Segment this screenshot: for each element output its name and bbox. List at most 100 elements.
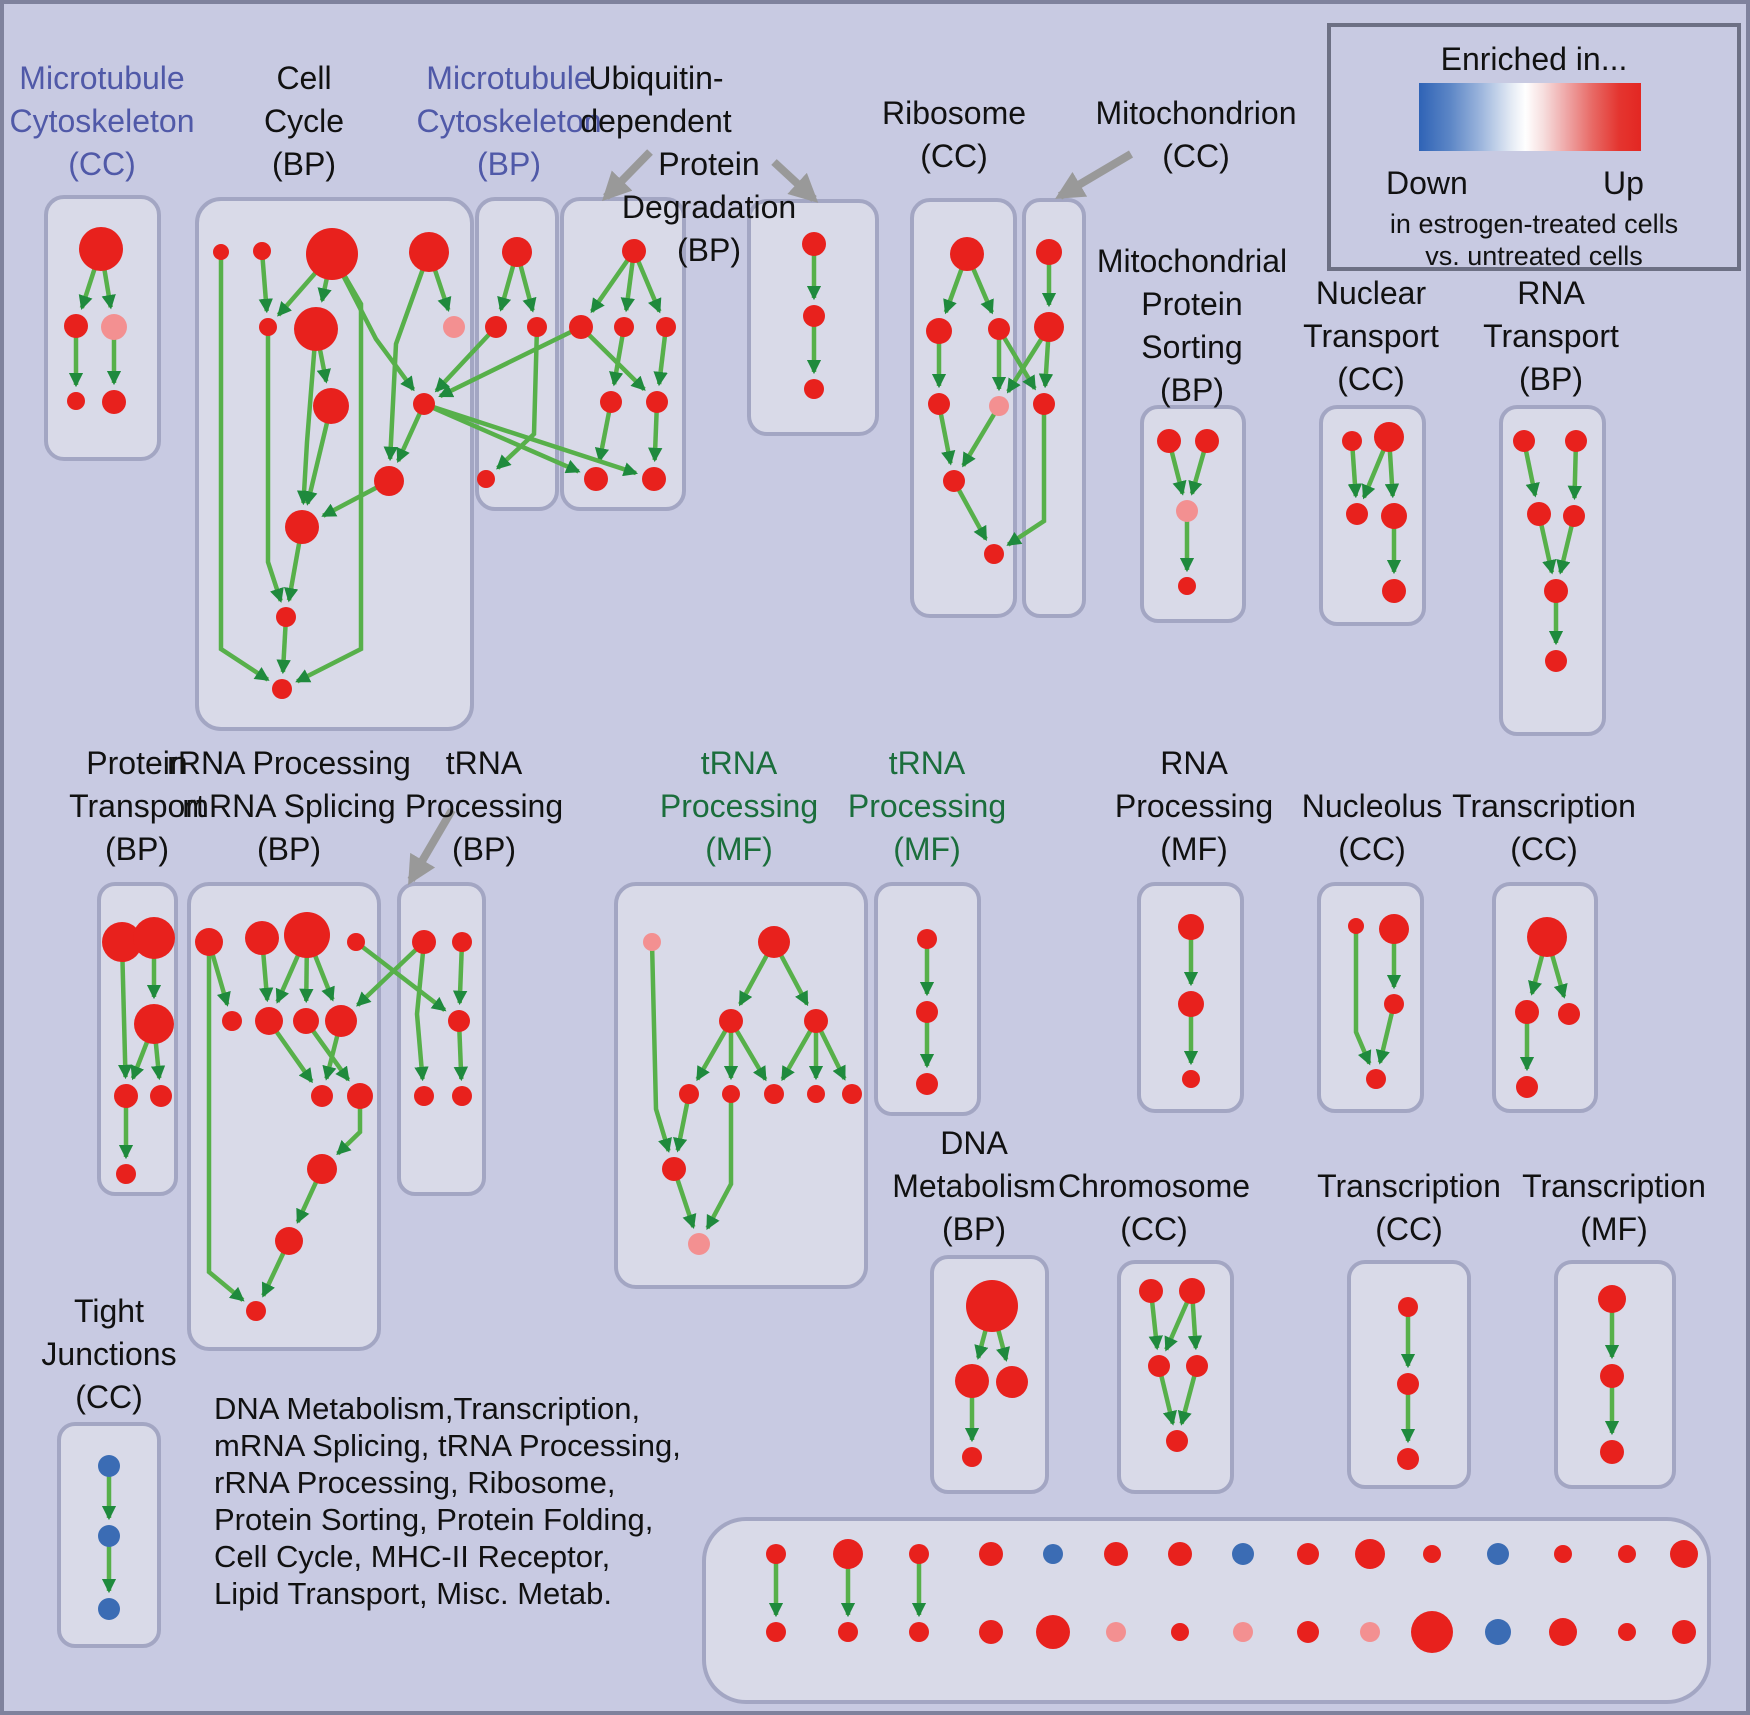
- label-mitochondrial-protein-sorting-bp-line4: (BP): [1160, 372, 1224, 408]
- go-term-node-ms2-red: [1195, 429, 1219, 453]
- go-term-node-nt1-red: [1342, 431, 1362, 451]
- go-term-node-rt6-red: [1545, 650, 1567, 672]
- label-trna-processing-bp-line2: Processing: [405, 788, 563, 824]
- go-term-node-rp1-red: [1178, 914, 1204, 940]
- edge-rb5-rb6: [961, 404, 1001, 468]
- go-term-node-cc9-red: [374, 466, 404, 496]
- label-nuclear-transport-cc-line3: (CC): [1337, 361, 1405, 397]
- edge-cc2-cc5: [258, 250, 273, 314]
- edge-nu1-nu4: [1353, 926, 1372, 1066]
- label-tight-junctions-cc-line2: Junctions: [41, 1336, 176, 1372]
- label-rna-transport-bp-line1: RNA: [1517, 275, 1585, 311]
- label-microtubule-cytoskeleton-bp-line1: Microtubule: [426, 60, 591, 96]
- edge-rb6-rb7: [952, 479, 988, 541]
- go-term-node-cc10-red: [285, 510, 319, 544]
- label-cell-cycle-bp-line1: Cell: [276, 60, 331, 96]
- go-term-node-rt4-red: [1563, 505, 1585, 527]
- go-term-node-dm3-red: [996, 1366, 1028, 1398]
- go-term-node-ch2-red: [1179, 1278, 1205, 1304]
- go-term-node-r10-red: [347, 1083, 373, 1109]
- edge-cc8-gb8: [423, 401, 638, 477]
- go-term-node-nu2-red: [1379, 914, 1409, 944]
- go-term-node-q2-red: [833, 1539, 863, 1569]
- go-term-node-a2-red: [64, 314, 88, 338]
- edge-ga3-ga5: [496, 326, 540, 470]
- go-term-node-ch4-red: [1186, 1355, 1208, 1377]
- go-term-node-ch3-red: [1148, 1355, 1170, 1377]
- go-term-node-gb4-red: [656, 317, 676, 337]
- go-term-node-ccp-pink: [443, 316, 465, 338]
- go-term-node-nt2-red: [1374, 422, 1404, 452]
- go-term-node-q8-blue: [1232, 1543, 1254, 1565]
- edge-cc8-gb7: [423, 401, 581, 474]
- label-protein-transport-bp-line3: (BP): [105, 831, 169, 867]
- label-misc-note-line1: DNA Metabolism,Transcription,: [214, 1391, 640, 1426]
- label-mitochondrial-protein-sorting-bp-line2: Protein: [1141, 286, 1242, 322]
- go-term-node-ga3-red: [527, 317, 547, 337]
- go-term-node-ch1-red: [1139, 1279, 1163, 1303]
- go-term-node-bl1-red: [414, 1086, 434, 1106]
- label-ubiquitin-degradation-bp-line5: (BP): [677, 232, 741, 268]
- go-term-node-w11-red: [1411, 1611, 1453, 1653]
- go-term-node-r12-red: [275, 1227, 303, 1255]
- edge-bt2-bm1: [452, 941, 468, 1006]
- go-term-node-tc4-red: [1516, 1076, 1538, 1098]
- go-term-node-a1-red: [79, 227, 123, 271]
- go-term-node-t2b-red: [1397, 1373, 1419, 1395]
- go-term-node-rb6-red: [943, 470, 965, 492]
- go-term-node-cc11-red: [276, 607, 296, 627]
- go-term-node-rt3-red: [1527, 502, 1551, 526]
- go-term-node-pt4-red: [114, 1084, 138, 1108]
- go-term-node-q11-red: [1423, 1545, 1441, 1563]
- edge-bt1-bl1: [414, 941, 429, 1082]
- go-term-node-rp2-red: [1178, 991, 1204, 1017]
- edge-tr2-tm5: [705, 1094, 734, 1231]
- go-term-node-cc6-red: [294, 307, 338, 351]
- label-trna-processing-mf-2-line1: tRNA: [889, 745, 966, 781]
- go-term-node-q13-red: [1554, 1545, 1572, 1563]
- go-term-node-tm1-red: [758, 926, 790, 958]
- label-microtubule-cytoskeleton-bp-line2: Cytoskeleton: [417, 103, 602, 139]
- go-term-node-gb5-red: [600, 391, 622, 413]
- label-protein-transport-bp-line1: Protein: [86, 745, 187, 781]
- cluster-nuclear-transport-cc: [1319, 405, 1426, 626]
- label-mitochondrion-cc-line2: (CC): [1162, 138, 1230, 174]
- label-trna-processing-bp-line1: tRNA: [446, 745, 523, 781]
- go-term-node-q7-red: [1168, 1542, 1192, 1566]
- go-term-node-t2a-red: [1398, 1297, 1418, 1317]
- label-chromosome-cc-line2: (CC): [1120, 1211, 1188, 1247]
- edge-cc1-cc12: [218, 252, 270, 682]
- label-ubiquitin-degradation-bp-line2: dependent: [580, 103, 731, 139]
- go-term-node-r5-red: [222, 1011, 242, 1031]
- go-term-node-rt2-red: [1565, 430, 1587, 452]
- go-term-node-ch5-red: [1166, 1430, 1188, 1452]
- go-term-node-tm2-red: [719, 1009, 743, 1033]
- go-term-node-dm2-red: [955, 1364, 989, 1398]
- label-rna-transport-bp-line2: Transport: [1483, 318, 1619, 354]
- go-term-node-bt2-red: [452, 932, 472, 952]
- go-term-node-tr1-red: [679, 1084, 699, 1104]
- go-term-node-t3b-red: [1600, 1364, 1624, 1388]
- go-term-node-rb1-red: [950, 237, 984, 271]
- go-term-node-q12-blue: [1487, 1543, 1509, 1565]
- go-term-node-bt1-red: [412, 930, 436, 954]
- go-term-node-r6-red: [255, 1007, 283, 1035]
- go-term-node-ga1-red: [502, 237, 532, 267]
- go-term-node-nu1-red: [1348, 918, 1364, 934]
- cluster-transcription-cc-upper: [1492, 882, 1598, 1113]
- go-term-node-cc5-red: [259, 318, 277, 336]
- cluster-misc: [702, 1517, 1711, 1704]
- cluster-chromosome-cc: [1117, 1260, 1234, 1494]
- go-term-node-tm5-pink: [688, 1233, 710, 1255]
- edge-cc5-cc11: [265, 327, 284, 603]
- label-rrna-processing-mrna-splicing-bp-line2: mRNA Splicing: [182, 788, 395, 824]
- go-term-node-w14-red: [1618, 1623, 1636, 1641]
- go-term-node-w2-red: [838, 1622, 858, 1642]
- go-term-node-ms4-red: [1178, 577, 1196, 595]
- go-term-node-ts2-red: [916, 1001, 938, 1023]
- go-term-node-q6-red: [1104, 1542, 1128, 1566]
- edge-pt1-pt4: [117, 941, 133, 1080]
- go-term-node-tr3-red: [764, 1084, 784, 1104]
- go-term-node-w7-red: [1171, 1623, 1189, 1641]
- go-term-node-rp3-red: [1182, 1070, 1200, 1088]
